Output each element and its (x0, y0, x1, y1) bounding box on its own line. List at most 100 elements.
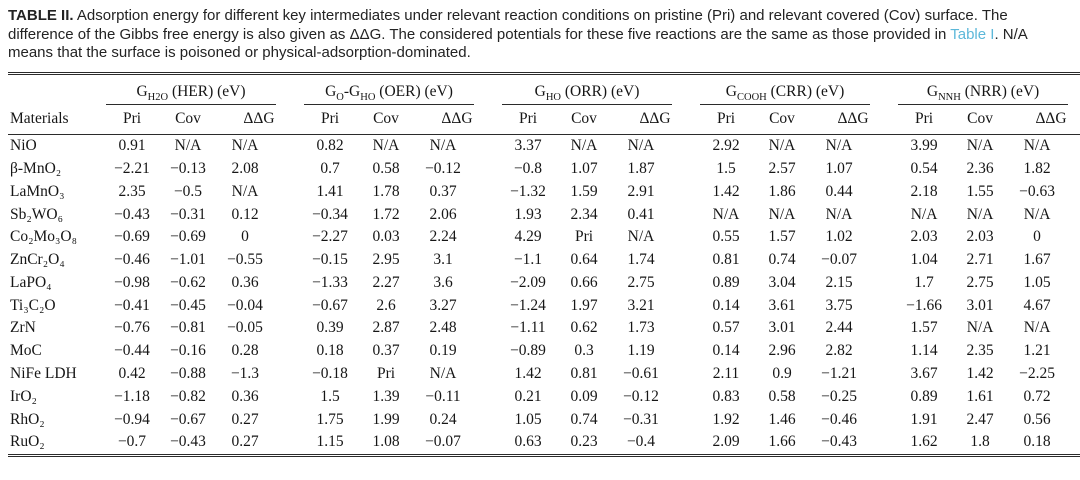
value-cell: 0.89 (910, 387, 938, 405)
material-cell: LaMnO₃ (10, 182, 65, 200)
value-cell: N/A (825, 205, 853, 223)
value-cell: 1.66 (768, 433, 796, 451)
material-cell: NiFe LDH (10, 364, 77, 382)
material-cell: β-MnO₂ (10, 159, 62, 177)
value-cell: −0.07 (425, 433, 461, 451)
material-cell: Sb₂WO₆ (10, 205, 64, 223)
value-cell: 0.39 (316, 319, 344, 337)
value-cell: 2.47 (966, 410, 994, 428)
value-cell: −1.3 (230, 364, 260, 382)
value-cell: 0.64 (570, 251, 598, 269)
value-cell: N/A (570, 137, 598, 155)
material-cell: Ti₃C₂O (10, 296, 56, 314)
value-cell: 2.87 (372, 319, 400, 337)
value-cell: −2.27 (312, 228, 348, 246)
value-cell: 1.42 (514, 364, 542, 382)
value-cell: −0.63 (1019, 182, 1055, 200)
value-cell: 1.5 (320, 387, 340, 405)
material-cell: MoC (10, 342, 42, 360)
subheader-nrr-pri: Pri (915, 109, 934, 127)
value-cell: −0.25 (821, 387, 857, 405)
value-cell: 1.74 (627, 251, 655, 269)
value-cell: −0.82 (170, 387, 206, 405)
subheader-nrr-cov: Cov (967, 109, 993, 127)
value-cell: 1.72 (372, 205, 400, 223)
value-cell: 0.27 (231, 433, 259, 451)
value-cell: −0.18 (312, 364, 348, 382)
value-cell: 0.89 (712, 273, 740, 291)
value-cell: 0.27 (231, 410, 259, 428)
value-cell: 1.21 (1023, 342, 1051, 360)
subheader-crr-pri: Pri (716, 109, 736, 127)
table-row: RhO₂ −0.94 −0.67 0.27 1.75 1.99 0.24 1.05 0.74 −0… (8, 408, 1080, 431)
value-cell: −2.09 (510, 273, 546, 291)
subheader-her-cov: Cov (175, 109, 201, 127)
value-cell: 2.75 (966, 273, 994, 291)
value-cell: 0.37 (372, 342, 400, 360)
value-cell: −0.4 (626, 433, 656, 451)
value-cell: −1.01 (170, 251, 206, 269)
group-subscript: HO (360, 91, 376, 103)
value-cell: −0.31 (623, 410, 659, 428)
value-cell: 0.91 (118, 137, 146, 155)
subheader-crr-cov: Cov (769, 109, 795, 127)
material-cell: ZnCr₂O₄ (10, 251, 65, 269)
table-i-link[interactable]: Table I (950, 25, 995, 43)
value-cell: −0.13 (170, 159, 206, 177)
subheader-oer-pri: Pri (320, 109, 340, 127)
value-cell: Pri (376, 364, 396, 382)
group-header-label-oer: GO-GHO (OER) (eV) (304, 82, 474, 105)
value-cell: N/A (174, 137, 202, 155)
value-cell: 1.8 (970, 433, 990, 451)
value-cell: 1.86 (768, 182, 796, 200)
group-header-label-her: GH2O (HER) (eV) (106, 82, 276, 105)
value-cell: 2.06 (429, 205, 457, 223)
value-cell: N/A (1023, 319, 1051, 337)
group-header-oer: GO-GHO (OER) (eV) (302, 73, 500, 105)
value-cell: 0.83 (712, 387, 740, 405)
value-cell: −0.34 (312, 205, 348, 223)
value-cell: N/A (429, 364, 457, 382)
value-cell: 0.18 (1023, 433, 1051, 451)
value-cell: 1.7 (914, 273, 934, 291)
value-cell: 2.09 (712, 433, 740, 451)
value-cell: 0.36 (231, 273, 259, 291)
group-header-her: GH2O (HER) (eV) (104, 73, 302, 105)
value-cell: 3.6 (433, 273, 453, 291)
value-cell: −0.16 (170, 342, 206, 360)
value-cell: 3.27 (429, 296, 457, 314)
table-head: GH2O (HER) (eV) GO-GHO (OER) (eV) GHO (ORR… (8, 73, 1080, 134)
value-cell: 0.82 (316, 137, 344, 155)
subheader-crr-ddg: ΔΔG (837, 109, 869, 127)
value-cell: 1.19 (627, 342, 655, 360)
value-cell: 0.72 (1023, 387, 1051, 405)
value-cell: 0.58 (768, 387, 796, 405)
value-cell: 0.58 (372, 159, 400, 177)
value-cell: 1.05 (514, 410, 542, 428)
group-header-label-orr: GHO (ORR) (eV) (502, 82, 673, 105)
value-cell: 1.97 (570, 296, 598, 314)
value-cell: −0.5 (173, 182, 203, 200)
value-cell: 3.01 (966, 296, 994, 314)
value-cell: 4.67 (1023, 296, 1051, 314)
value-cell: 3.61 (768, 296, 796, 314)
value-cell: 1.67 (1023, 251, 1051, 269)
value-cell: 0.41 (627, 205, 655, 223)
value-cell: 2.18 (910, 182, 938, 200)
table-row: IrO₂ −1.18 −0.82 0.36 1.5 1.39 −0.11 0.21 0.09 −0… (8, 385, 1080, 408)
table-caption-label: TABLE II. (8, 7, 74, 24)
table-row: RuO₂ −0.7 −0.43 0.27 1.15 1.08 −0.07 0.63 0.23 −0… (8, 431, 1080, 455)
value-cell: 0.62 (570, 319, 598, 337)
value-cell: 0.09 (570, 387, 598, 405)
value-cell: 0.66 (570, 273, 598, 291)
value-cell: −0.31 (170, 205, 206, 223)
value-cell: 1.61 (966, 387, 994, 405)
value-cell: −1.66 (906, 296, 942, 314)
value-cell: 1.57 (910, 319, 938, 337)
group-header-label-crr: GCOOH (CRR) (eV) (700, 82, 871, 105)
value-cell: 0.14 (712, 342, 740, 360)
table-row: β-MnO₂ −2.21 −0.13 2.08 0.7 0.58 −0.12 −0.8 1.07… (8, 158, 1080, 181)
value-cell: 2.44 (825, 319, 853, 337)
value-cell: 0.81 (712, 251, 740, 269)
value-cell: 0.24 (429, 410, 457, 428)
